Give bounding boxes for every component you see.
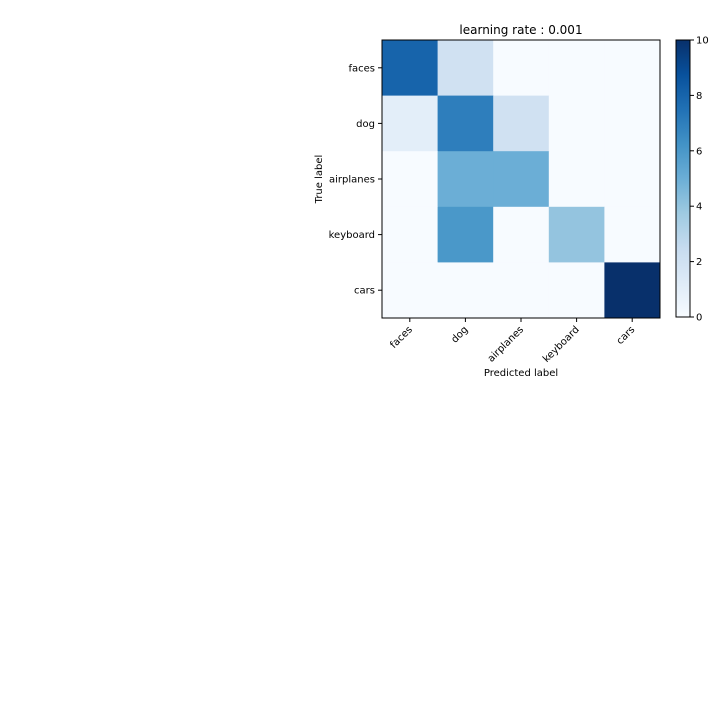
heatmap-cell [548, 151, 605, 208]
x-tick-label: cars [615, 324, 638, 347]
heatmap-cells [382, 40, 661, 319]
y-tick-label: dog [356, 119, 375, 130]
heatmap-cell [493, 95, 550, 152]
colorbar-tick-label: 4 [696, 202, 702, 213]
y-tick-label: cars [354, 286, 375, 297]
heatmap-cell [604, 151, 661, 208]
colorbar-tick-label: 6 [696, 146, 702, 157]
heatmap-cell [604, 262, 661, 319]
heatmap-cell [437, 40, 494, 96]
y-tick-label: airplanes [329, 175, 375, 186]
colorbar-frame [675, 39, 691, 318]
x-tick-label: faces [388, 324, 415, 351]
heatmap-cell [382, 206, 438, 263]
heatmap-cell [493, 40, 550, 96]
heatmap-cell [604, 40, 661, 96]
colorbar [676, 40, 690, 317]
heatmap-cell [548, 40, 605, 96]
heatmap-cell [548, 262, 605, 319]
heatmap-cell [493, 262, 550, 319]
heatmap-cell [382, 151, 438, 208]
heatmap-cell [437, 262, 494, 319]
y-axis-label: True label [314, 155, 325, 205]
y-tick-label: keyboard [329, 230, 375, 241]
chart-title: learning rate : 0.001 [459, 23, 582, 37]
x-tick-label: airplanes [486, 324, 526, 364]
colorbar-tick-label: 10 [696, 36, 709, 47]
heatmap-cell [382, 40, 438, 96]
x-axis-ticks: faces dog airplanes keyboard cars [388, 318, 637, 365]
heatmap-cell [437, 151, 494, 208]
y-axis-ticks: faces dog airplanes keyboard cars [329, 63, 382, 297]
heatmap-cell [548, 206, 605, 263]
heatmap-cell [437, 206, 494, 263]
y-tick-label: faces [348, 63, 375, 74]
heatmap-cell [548, 95, 605, 152]
heatmap-cell [604, 206, 661, 263]
heatmap-cell [604, 95, 661, 152]
colorbar-tick-label: 2 [696, 257, 702, 268]
colorbar-ticks: 0 2 4 6 8 10 [690, 36, 709, 324]
colorbar-tick-label: 0 [696, 313, 702, 324]
heatmap-cell [493, 206, 550, 263]
x-axis-label: Predicted label [484, 368, 558, 379]
heatmap-cell [437, 95, 494, 152]
heatmap-cell [493, 151, 550, 208]
x-tick-label: dog [449, 324, 470, 345]
x-tick-label: keyboard [541, 324, 582, 365]
heatmap-cell [382, 262, 438, 319]
heatmap-cell [382, 95, 438, 152]
colorbar-tick-label: 8 [696, 91, 702, 102]
